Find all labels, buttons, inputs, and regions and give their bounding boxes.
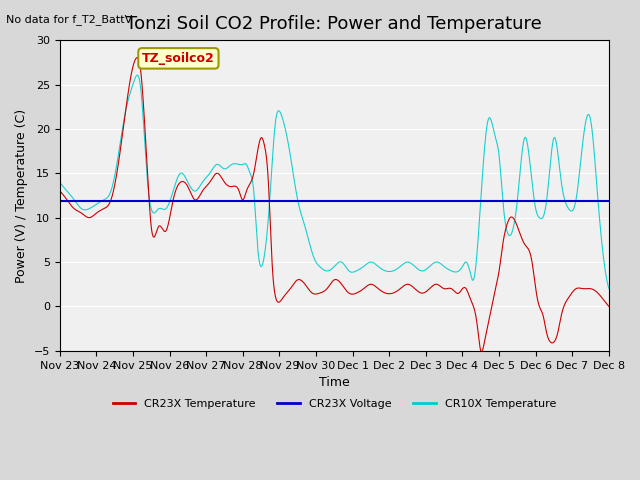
- Legend: CR23X Temperature, CR23X Voltage, CR10X Temperature: CR23X Temperature, CR23X Voltage, CR10X …: [108, 395, 561, 414]
- Text: TZ_soilco2: TZ_soilco2: [142, 52, 215, 65]
- X-axis label: Time: Time: [319, 376, 349, 389]
- Text: No data for f_T2_BattV: No data for f_T2_BattV: [6, 14, 132, 25]
- Title: Tonzi Soil CO2 Profile: Power and Temperature: Tonzi Soil CO2 Profile: Power and Temper…: [127, 15, 542, 33]
- Y-axis label: Power (V) / Temperature (C): Power (V) / Temperature (C): [15, 108, 28, 283]
